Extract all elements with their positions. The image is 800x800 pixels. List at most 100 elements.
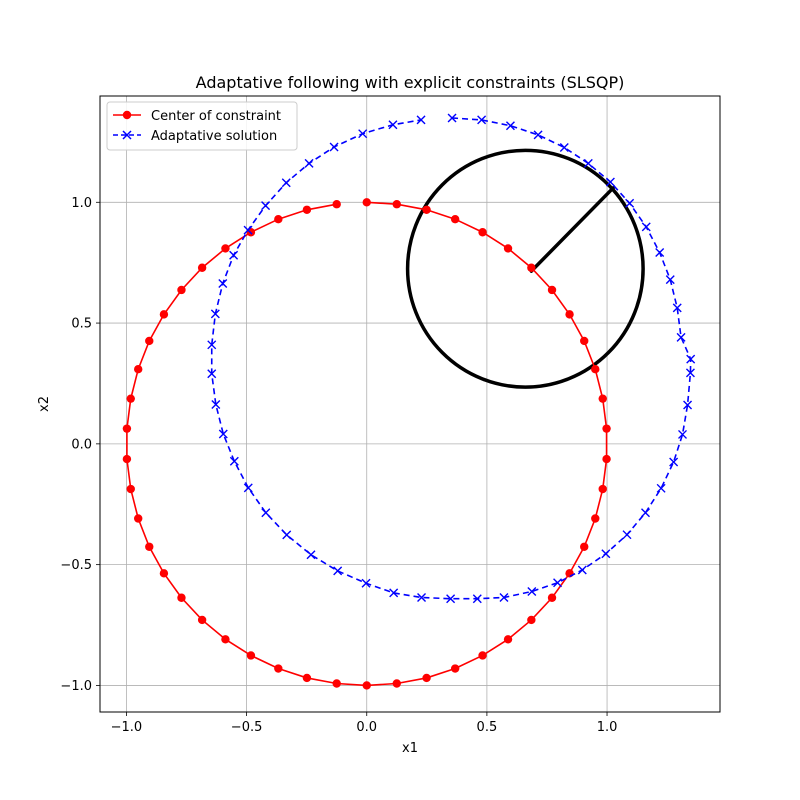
data-point-center: [547, 285, 557, 295]
data-point-adaptative: [676, 332, 686, 342]
data-point-center: [580, 336, 589, 346]
data-point-adaptative: [207, 369, 217, 379]
data-point-center: [332, 679, 341, 688]
y-tick-label: −0.5: [60, 558, 92, 573]
data-point-center: [134, 514, 143, 523]
data-point-center: [422, 205, 431, 214]
data-point-center: [422, 673, 431, 683]
series-line-1: [210, 117, 692, 600]
data-point-adaptative: [577, 565, 587, 575]
data-point-center: [598, 484, 607, 494]
legend-marker-adaptative: [122, 130, 132, 140]
data-point-adaptative: [446, 594, 456, 604]
data-point-center: [134, 365, 143, 374]
data-point-adaptative: [211, 399, 221, 409]
data-point-adaptative: [641, 222, 651, 232]
data-point-center: [547, 593, 557, 602]
data-point-center: [602, 454, 611, 464]
data-point-center: [122, 454, 132, 464]
data-point-center: [177, 285, 186, 295]
data-point-adaptative: [686, 354, 696, 364]
data-point-adaptative: [683, 400, 693, 410]
data-point-adaptative: [261, 201, 271, 211]
y-tick-label: 0.5: [71, 317, 92, 332]
data-point-center: [580, 542, 589, 551]
data-point-adaptative: [243, 483, 253, 493]
data-point-adaptative: [499, 593, 509, 602]
series-layer: [122, 113, 696, 690]
data-point-center: [527, 615, 536, 625]
data-point-adaptative: [229, 250, 239, 260]
x-tick-label: −1.0: [111, 720, 143, 735]
data-point-center: [197, 263, 207, 272]
y-tick-label: 1.0: [71, 196, 92, 211]
data-point-adaptative: [243, 225, 253, 235]
data-point-adaptative: [553, 578, 563, 588]
data-point-adaptative: [333, 566, 343, 576]
data-point-center: [392, 200, 401, 209]
data-point-adaptative: [605, 177, 615, 187]
data-point-adaptative: [527, 586, 537, 596]
data-point-center: [362, 198, 371, 207]
data-point-center: [392, 679, 401, 688]
data-point-adaptative: [389, 588, 399, 598]
data-point-center: [450, 664, 460, 673]
data-point-center: [302, 673, 312, 683]
data-point-adaptative: [685, 368, 695, 378]
legend-label-adaptative: Adaptative solution: [151, 129, 277, 144]
data-point-center: [591, 365, 600, 374]
x-tick-label: 0.0: [356, 720, 377, 735]
data-point-adaptative: [447, 113, 457, 123]
data-point-adaptative: [625, 198, 635, 208]
data-point-adaptative: [505, 121, 515, 131]
data-point-adaptative: [388, 120, 398, 130]
axis-ticks: −1.0 −0.5 0.0 0.5 1.0 −1.0 −0.5 0.0 0.5 1.0: [60, 196, 617, 735]
data-point-adaptative: [678, 429, 688, 439]
data-point-center: [527, 263, 536, 272]
data-point-center: [602, 424, 611, 433]
data-point-adaptative: [533, 130, 543, 140]
x-tick-label: 1.0: [597, 720, 618, 735]
data-point-center: [122, 424, 132, 433]
data-point-center: [450, 215, 460, 224]
data-point-adaptative: [601, 549, 611, 559]
data-point-center: [126, 394, 135, 403]
data-point-adaptative: [472, 594, 482, 604]
data-point-center: [565, 310, 574, 319]
data-point-adaptative: [229, 456, 239, 466]
data-point-adaptative: [655, 248, 665, 258]
data-point-adaptative: [665, 275, 675, 285]
plot-frame: [99, 95, 721, 713]
data-point-adaptative: [416, 115, 426, 125]
x-axis-label: x1: [402, 741, 418, 756]
data-point-adaptative: [669, 457, 679, 467]
data-point-adaptative: [281, 178, 291, 188]
data-point-center: [145, 542, 154, 551]
data-point-adaptative: [304, 158, 314, 168]
x-tick-label: −0.5: [231, 720, 263, 735]
legend-label-center: Center of constraint: [151, 109, 281, 124]
data-point-center: [362, 681, 371, 690]
data-point-adaptative: [417, 593, 427, 602]
data-point-center: [302, 205, 312, 214]
data-point-center: [332, 200, 341, 209]
data-point-center: [246, 651, 256, 660]
direction-segment: [529, 186, 616, 273]
legend-marker-center: [122, 110, 132, 120]
data-point-adaptative: [306, 550, 316, 560]
x-tick-label: 0.5: [477, 720, 498, 735]
data-point-center: [274, 215, 283, 224]
data-point-adaptative: [329, 142, 339, 152]
annotation-layer: [405, 148, 645, 389]
data-point-center: [503, 635, 513, 644]
legend-box: [106, 101, 298, 151]
legend: Center of constraint Adaptative solution: [106, 101, 298, 151]
data-point-center: [221, 635, 230, 644]
data-point-adaptative: [583, 158, 593, 168]
data-point-adaptative: [656, 483, 666, 493]
data-point-center: [478, 228, 487, 237]
data-point-center: [598, 394, 607, 403]
data-point-center: [177, 593, 186, 602]
data-point-center: [591, 514, 600, 523]
data-point-adaptative: [261, 508, 271, 518]
